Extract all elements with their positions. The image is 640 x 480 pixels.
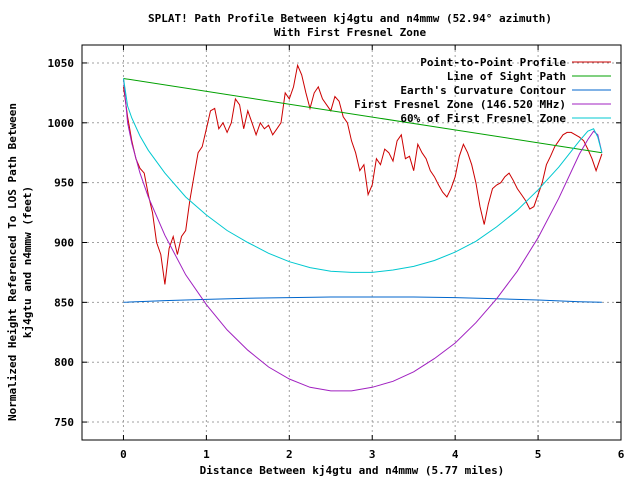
y-tick-label: 900: [54, 237, 74, 250]
x-axis-label: Distance Between kj4gtu and n4mmw (5.77 …: [200, 464, 505, 477]
legend-label: Earth's Curvature Contour: [400, 84, 566, 97]
y-axis-label-line2: kj4gtu and n4mmw (feet): [21, 186, 34, 338]
series-earth-s-curvature-contour: [123, 296, 602, 303]
legend-label: 60% of First Fresnel Zone: [400, 112, 566, 125]
x-tick-label: 5: [535, 448, 542, 461]
legend-label: Point-to-Point Profile: [420, 56, 566, 69]
axis-ticks: 0 1 2 3 4 5 6 750 800 850 900 950 1000 1050: [48, 45, 625, 461]
series-point-to-point-profile: [123, 63, 603, 285]
chart-subtitle: With First Fresnel Zone: [274, 26, 427, 39]
y-axis-label-line1: Normalized Height Referenced To LOS Path…: [6, 103, 19, 421]
y-tick-label: 950: [54, 177, 74, 190]
series-first-fresnel-zone-146-520-mhz: [123, 78, 603, 392]
y-tick-label: 850: [54, 296, 74, 309]
x-tick-label: 2: [286, 448, 293, 461]
x-tick-label: 4: [452, 448, 459, 461]
series-60-of-first-fresnel-zone: [123, 78, 603, 273]
y-tick-label: 750: [54, 416, 74, 429]
x-tick-label: 1: [203, 448, 210, 461]
chart-title: SPLAT! Path Profile Between kj4gtu and n…: [148, 12, 552, 25]
y-tick-label: 1050: [48, 57, 75, 70]
legend-label: First Fresnel Zone (146.520 MHz): [354, 98, 566, 111]
series-line-of-sight-path: [123, 78, 602, 154]
legend-label: Line of Sight Path: [447, 70, 566, 83]
series-lines: [123, 63, 603, 392]
y-tick-label: 1000: [48, 117, 75, 130]
y-tick-label: 800: [54, 356, 74, 369]
x-tick-label: 0: [120, 448, 127, 461]
x-tick-label: 6: [618, 448, 625, 461]
x-tick-label: 3: [369, 448, 376, 461]
